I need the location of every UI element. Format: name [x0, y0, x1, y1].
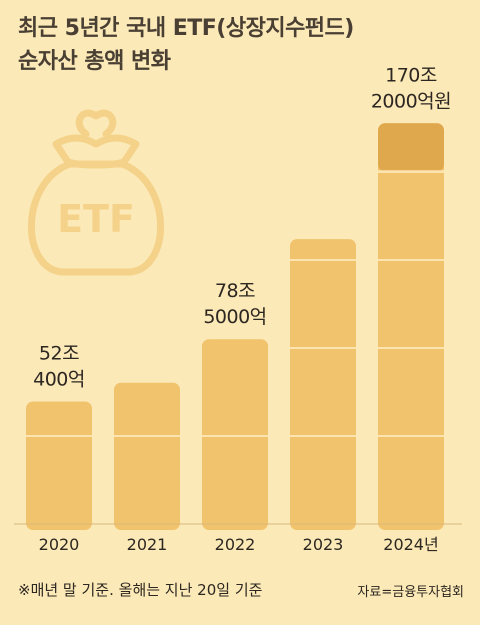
x-tick-label: 2021: [127, 535, 168, 554]
bar-2023: [290, 239, 356, 531]
money-bag-label: ETF: [57, 197, 135, 241]
bar-highlight-2024년: [378, 123, 444, 172]
bar-2021: [114, 382, 180, 530]
x-tick-label: 2022: [215, 535, 256, 554]
chart-title-line-1: 최근 5년간 국내 ETF(상장지수펀드): [18, 16, 354, 41]
data-label-2020-line2: 400억: [33, 368, 85, 390]
data-label-2022-line2: 5000억: [203, 306, 266, 328]
footnote: ※매년 말 기준. 올해는 지난 20일 기준: [18, 581, 263, 599]
bar-2024년: [378, 123, 444, 530]
money-bag-icon: ETF: [28, 109, 164, 276]
bars-group: 2020 52조 400억 2021 2022 78조 5000억 2023 2024년 170조…: [26, 64, 452, 554]
bar-2022: [202, 339, 268, 530]
x-tick-label: 2024년: [383, 535, 438, 554]
x-tick-label: 2020: [39, 535, 80, 554]
data-label-2024년-line1: 170조: [385, 64, 437, 86]
bar-2020: [26, 401, 92, 530]
chart-title: 최근 5년간 국내 ETF(상장지수펀드) 순자산 총액 변화: [18, 12, 354, 78]
source-credit: 자료=금융투자협회: [357, 585, 464, 600]
data-label-2022-line1: 78조: [215, 280, 255, 302]
chart-title-line-2: 순자산 총액 변화: [18, 49, 171, 74]
data-label-2020-line1: 52조: [39, 342, 79, 364]
data-label-2024년-line2: 2000억원: [371, 90, 451, 112]
x-tick-label: 2023: [303, 535, 344, 554]
